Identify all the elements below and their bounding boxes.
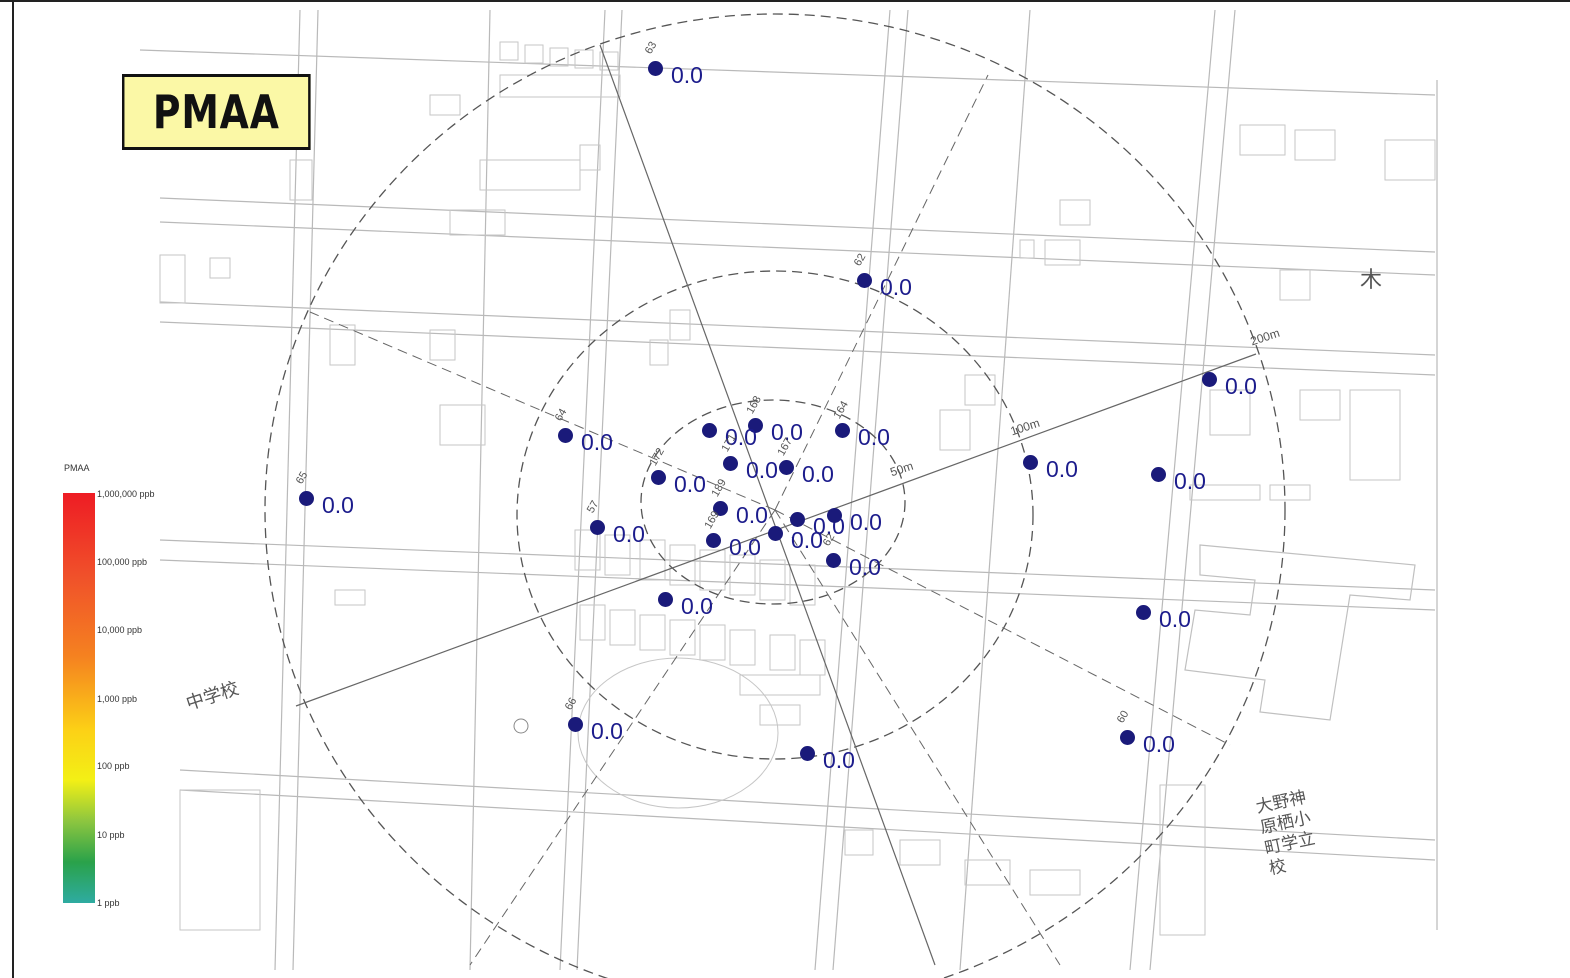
legend-tick: 100,000 ppb bbox=[97, 557, 148, 567]
sampling-point-value: 0.0 bbox=[802, 461, 834, 487]
sampling-point-value: 0.0 bbox=[725, 424, 757, 450]
map-label-kanji: 木 bbox=[1360, 267, 1383, 292]
sampling-point-marker[interactable] bbox=[590, 520, 605, 535]
pond-outline bbox=[577, 657, 779, 809]
sampling-point-marker[interactable] bbox=[835, 423, 850, 438]
sampling-point-value: 0.0 bbox=[591, 718, 623, 744]
sampling-point-marker[interactable] bbox=[648, 61, 663, 76]
sampling-point-marker[interactable] bbox=[800, 746, 815, 761]
sampling-point-marker[interactable] bbox=[1023, 455, 1038, 470]
sampling-point-marker[interactable] bbox=[790, 512, 805, 527]
sampling-point-marker[interactable] bbox=[1202, 372, 1217, 387]
sampling-point-marker[interactable] bbox=[723, 456, 738, 471]
sampling-point-value: 0.0 bbox=[681, 593, 713, 619]
sampling-point-marker[interactable] bbox=[768, 526, 783, 541]
sampling-point-value: 0.0 bbox=[880, 274, 912, 300]
sampling-point-value: 0.0 bbox=[850, 509, 882, 535]
sampling-point-marker[interactable] bbox=[779, 460, 794, 475]
sampling-point-value: 0.0 bbox=[322, 492, 354, 518]
sampling-point-marker[interactable] bbox=[857, 273, 872, 288]
sampling-point-value: 0.0 bbox=[736, 502, 768, 528]
frame-left-rule bbox=[12, 0, 14, 978]
sampling-point-value: 0.0 bbox=[849, 554, 881, 580]
road-network bbox=[139, 9, 1438, 971]
sampling-point-marker[interactable] bbox=[568, 717, 583, 732]
sampling-point-marker[interactable] bbox=[713, 501, 728, 516]
map-symbol-p bbox=[513, 718, 529, 734]
sampling-point-marker[interactable] bbox=[558, 428, 573, 443]
sampling-point-value: 0.0 bbox=[1143, 731, 1175, 757]
sampling-point-marker[interactable] bbox=[299, 491, 314, 506]
sampling-point-value: 0.0 bbox=[823, 747, 855, 773]
analyte-title: PMAA bbox=[122, 74, 311, 150]
sampling-point-marker[interactable] bbox=[658, 592, 673, 607]
sampling-point-value: 0.0 bbox=[671, 62, 703, 88]
legend-tick: 10,000 ppb bbox=[97, 625, 143, 635]
legend-tick: 10 ppb bbox=[97, 830, 125, 840]
school-building bbox=[1184, 544, 1416, 721]
sampling-point-value: 0.0 bbox=[771, 419, 803, 445]
legend-tick: 1,000,000 ppb bbox=[97, 489, 155, 499]
sampling-point-marker[interactable] bbox=[826, 553, 841, 568]
sampling-point-value: 0.0 bbox=[746, 457, 778, 483]
sector-lines bbox=[309, 74, 1231, 966]
sampling-point-value: 0.0 bbox=[613, 521, 645, 547]
sampling-point-marker[interactable] bbox=[706, 533, 721, 548]
sampling-point-marker[interactable] bbox=[1151, 467, 1166, 482]
sampling-point-marker[interactable] bbox=[1120, 730, 1135, 745]
legend-color-bar bbox=[63, 493, 95, 903]
sampling-point-marker[interactable] bbox=[651, 470, 666, 485]
sampling-point-value: 0.0 bbox=[1225, 373, 1257, 399]
sampling-point-value: 0.0 bbox=[791, 527, 823, 553]
legend-tick: 100 ppb bbox=[97, 761, 130, 771]
sampling-point-marker[interactable] bbox=[1136, 605, 1151, 620]
sampling-point-value: 0.0 bbox=[581, 429, 613, 455]
legend-tick: 1,000 ppb bbox=[97, 694, 138, 704]
buildings bbox=[159, 41, 1436, 936]
sampling-point-value: 0.0 bbox=[858, 424, 890, 450]
sampling-point-marker[interactable] bbox=[827, 508, 842, 523]
legend-tick: 1 ppb bbox=[97, 898, 120, 908]
distance-rings bbox=[264, 13, 1286, 978]
sampling-point-value: 0.0 bbox=[674, 471, 706, 497]
sampling-point-marker[interactable] bbox=[702, 423, 717, 438]
sampling-point-value: 0.0 bbox=[1046, 456, 1078, 482]
sampling-point-marker[interactable] bbox=[748, 418, 763, 433]
axis-lines bbox=[295, 44, 1257, 966]
sampling-point-value: 0.0 bbox=[1159, 606, 1191, 632]
sampling-point-value: 0.0 bbox=[1174, 468, 1206, 494]
sampling-point-value: 0.0 bbox=[729, 534, 761, 560]
legend-title: PMAA bbox=[64, 463, 90, 473]
